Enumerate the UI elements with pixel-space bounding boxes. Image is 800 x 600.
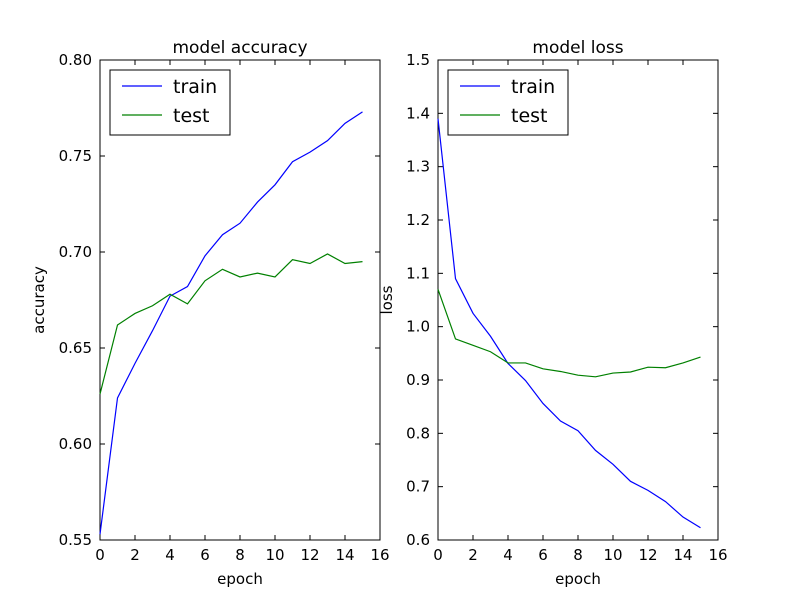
legend-label: test (511, 105, 548, 127)
x-tick-label: 12 (638, 546, 657, 564)
plot-area-frame (99, 59, 381, 541)
legend-box (447, 69, 569, 136)
series-line-test (99, 253, 363, 395)
x-tick-label: 10 (265, 546, 284, 564)
x-tick-label: 8 (573, 546, 583, 564)
x-tick-label: 10 (603, 546, 622, 564)
chart-title: model accuracy (172, 38, 307, 58)
y-tick-label: 0.9 (406, 371, 430, 389)
x-tick-label: 0 (433, 546, 443, 564)
y-tick-label: 1.0 (406, 318, 430, 336)
chart-title: model loss (532, 38, 623, 58)
y-tick-label: 0.75 (59, 147, 92, 165)
y-tick-label: 1.2 (406, 211, 430, 229)
y-tick-label: 0.60 (59, 435, 92, 453)
x-tick-label: 6 (538, 546, 548, 564)
y-tick-label: 1.3 (406, 158, 430, 176)
y-tick-label: 0.6 (406, 531, 430, 549)
legend-box (109, 69, 231, 136)
series-line-train (99, 111, 363, 535)
y-tick-label: 1.5 (406, 51, 430, 69)
x-tick-label: 16 (370, 546, 389, 564)
x-tick-label: 4 (165, 546, 175, 564)
y-tick-label: 1.1 (406, 264, 430, 282)
x-tick-label: 2 (130, 546, 140, 564)
y-tick-label: 0.8 (406, 424, 430, 442)
series-line-train (437, 118, 701, 529)
x-tick-label: 0 (95, 546, 105, 564)
x-axis-label: epoch (217, 570, 263, 588)
y-tick-label: 0.70 (59, 243, 92, 261)
series-line-test (437, 289, 701, 378)
x-tick-label: 8 (235, 546, 245, 564)
x-tick-label: 2 (468, 546, 478, 564)
x-tick-label: 6 (200, 546, 210, 564)
y-axis-label: loss (378, 285, 396, 314)
x-axis-label: epoch (555, 570, 601, 588)
x-tick-label: 16 (708, 546, 727, 564)
x-tick-label: 12 (300, 546, 319, 564)
legend-label: train (511, 76, 555, 98)
y-tick-label: 0.80 (59, 51, 92, 69)
x-tick-label: 4 (503, 546, 513, 564)
y-tick-label: 0.55 (59, 531, 92, 549)
y-tick-label: 0.7 (406, 478, 430, 496)
y-tick-label: 1.4 (406, 104, 430, 122)
x-tick-label: 14 (335, 546, 354, 564)
y-tick-label: 0.65 (59, 339, 92, 357)
legend-label: train (173, 76, 217, 98)
legend-label: test (173, 105, 210, 127)
x-tick-label: 14 (673, 546, 692, 564)
y-axis-label: accuracy (30, 266, 48, 334)
